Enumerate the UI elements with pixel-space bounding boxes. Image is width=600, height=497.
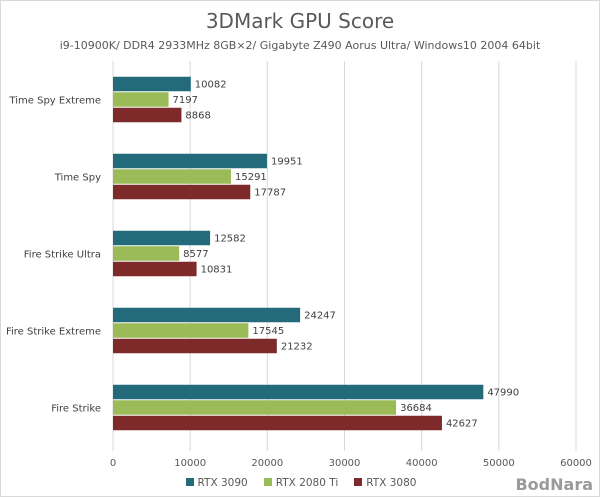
legend-item: RTX 3090 (185, 477, 248, 489)
legend-label: RTX 3090 (197, 477, 248, 489)
bar-rtx-3080 (113, 107, 182, 123)
data-label: 8577 (183, 249, 208, 260)
legend-label: RTX 3080 (366, 477, 417, 489)
bar-rtx-3080 (113, 338, 277, 354)
data-label: 10082 (195, 80, 227, 91)
data-label: 10831 (201, 265, 233, 276)
bar-rtx-3090 (113, 307, 301, 323)
data-label: 15291 (235, 172, 267, 183)
data-label: 42627 (446, 419, 478, 430)
data-label: 21232 (281, 342, 313, 353)
bar-rtx-3080 (113, 184, 251, 200)
data-label: 7197 (173, 95, 198, 106)
legend-item: RTX 2080 Ti (263, 477, 339, 489)
legend-item: RTX 3080 (354, 477, 416, 489)
data-label: 24247 (304, 311, 336, 322)
bar-rtx-2080-ti (113, 400, 397, 415)
watermark-logo: BodNara (515, 475, 593, 494)
category-label: Time Spy Extreme (8, 96, 101, 107)
bar-rtx-2080-ti (113, 246, 180, 261)
legend-swatch (354, 478, 363, 486)
data-label: 36684 (400, 403, 432, 414)
data-label: 17787 (254, 188, 286, 199)
bar-rtx-2080-ti (113, 169, 231, 184)
x-tick-label: 0 (110, 458, 116, 469)
bar-rtx-3090 (113, 230, 211, 246)
bar-rtx-2080-ti (113, 323, 249, 338)
category-label: Fire Strike Extreme (6, 327, 101, 338)
data-label: 8868 (185, 111, 210, 122)
data-label: 17545 (252, 326, 284, 337)
bar-rtx-3080 (113, 261, 197, 277)
x-tick-label: 20000 (251, 458, 283, 469)
x-tick-label: 60000 (560, 458, 592, 469)
category-label: Fire Strike (51, 404, 101, 415)
bar-rtx-3090 (113, 76, 191, 92)
x-tick-label: 50000 (483, 458, 515, 469)
bar-rtx-3090 (113, 153, 267, 169)
bar-rtx-2080-ti (113, 92, 169, 107)
data-label: 12582 (214, 234, 246, 245)
data-label: 19951 (271, 157, 303, 168)
bar-rtx-3090 (113, 384, 484, 400)
legend: RTX 3090 RTX 2080 Ti RTX 3080 (1, 477, 599, 489)
chart-title: 3DMark GPU Score (205, 9, 395, 33)
category-label: Fire Strike Ultra (24, 250, 101, 261)
data-label: 47990 (487, 388, 519, 399)
category-label: Time Spy (54, 173, 101, 184)
x-tick-label: 30000 (329, 458, 361, 469)
chart-subtitle: i9-10900K/ DDR4 2933MHz 8GB×2/ Gigabyte … (59, 39, 541, 52)
x-tick-label: 40000 (406, 458, 438, 469)
x-tick-label: 10000 (174, 458, 206, 469)
bar-rtx-3080 (113, 415, 442, 431)
legend-swatch (185, 478, 194, 486)
legend-swatch (263, 478, 272, 486)
legend-label: RTX 2080 Ti (275, 477, 339, 489)
